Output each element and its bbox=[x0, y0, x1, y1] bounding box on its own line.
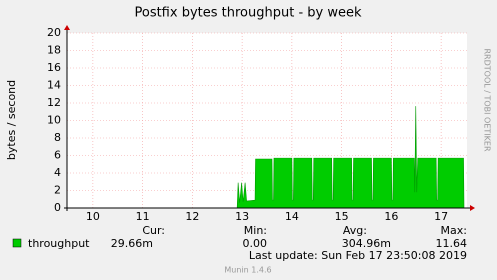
y-tick-label: 6 bbox=[54, 149, 61, 162]
legend-swatch bbox=[12, 238, 22, 248]
y-tick-label: 12 bbox=[47, 96, 61, 109]
y-tick-label: 8 bbox=[54, 131, 61, 144]
last-update: Last update: Sun Feb 17 23:50:08 2019 bbox=[249, 249, 467, 262]
legend-header: Avg: bbox=[343, 224, 367, 237]
legend-value: 11.64 bbox=[436, 237, 468, 250]
legend-label: throughput bbox=[28, 237, 90, 250]
x-tick-label: 16 bbox=[384, 210, 398, 223]
legend-header: Min: bbox=[244, 224, 267, 237]
y-tick-label: 4 bbox=[54, 166, 61, 179]
y-axis-arrow bbox=[64, 25, 70, 30]
legend-value: 304.96m bbox=[342, 237, 391, 250]
plot bbox=[67, 32, 467, 209]
chart-title: Postfix bytes throughput - by week bbox=[134, 6, 361, 21]
y-tick-label: 2 bbox=[54, 184, 61, 197]
legend-value: 29.66m bbox=[111, 237, 153, 250]
y-tick-label: 18 bbox=[47, 44, 61, 57]
x-tick-label: 13 bbox=[235, 210, 249, 223]
x-tick-label: 10 bbox=[86, 210, 100, 223]
legend-header: Cur: bbox=[142, 224, 165, 237]
x-axis-arrow bbox=[470, 205, 475, 211]
x-tick-label: 14 bbox=[285, 210, 299, 223]
footer: Munin 1.4.6 bbox=[224, 266, 271, 275]
y-tick-label: 20 bbox=[47, 26, 61, 39]
x-tick-label: 12 bbox=[185, 210, 199, 223]
side-label: RRDTOOL / TOBI OETIKER bbox=[483, 48, 492, 151]
y-tick-label: 0 bbox=[54, 201, 61, 214]
legend-value: 0.00 bbox=[243, 237, 268, 250]
y-tick-label: 16 bbox=[47, 61, 61, 74]
x-tick-label: 11 bbox=[136, 210, 150, 223]
legend-header: Max: bbox=[441, 224, 467, 237]
x-tick-label: 15 bbox=[335, 210, 349, 223]
y-tick-label: 14 bbox=[47, 79, 61, 92]
y-tick-label: 10 bbox=[47, 114, 61, 127]
y-axis-label: bytes / second bbox=[5, 80, 18, 160]
series-area bbox=[67, 106, 465, 209]
x-tick-label: 17 bbox=[434, 210, 448, 223]
